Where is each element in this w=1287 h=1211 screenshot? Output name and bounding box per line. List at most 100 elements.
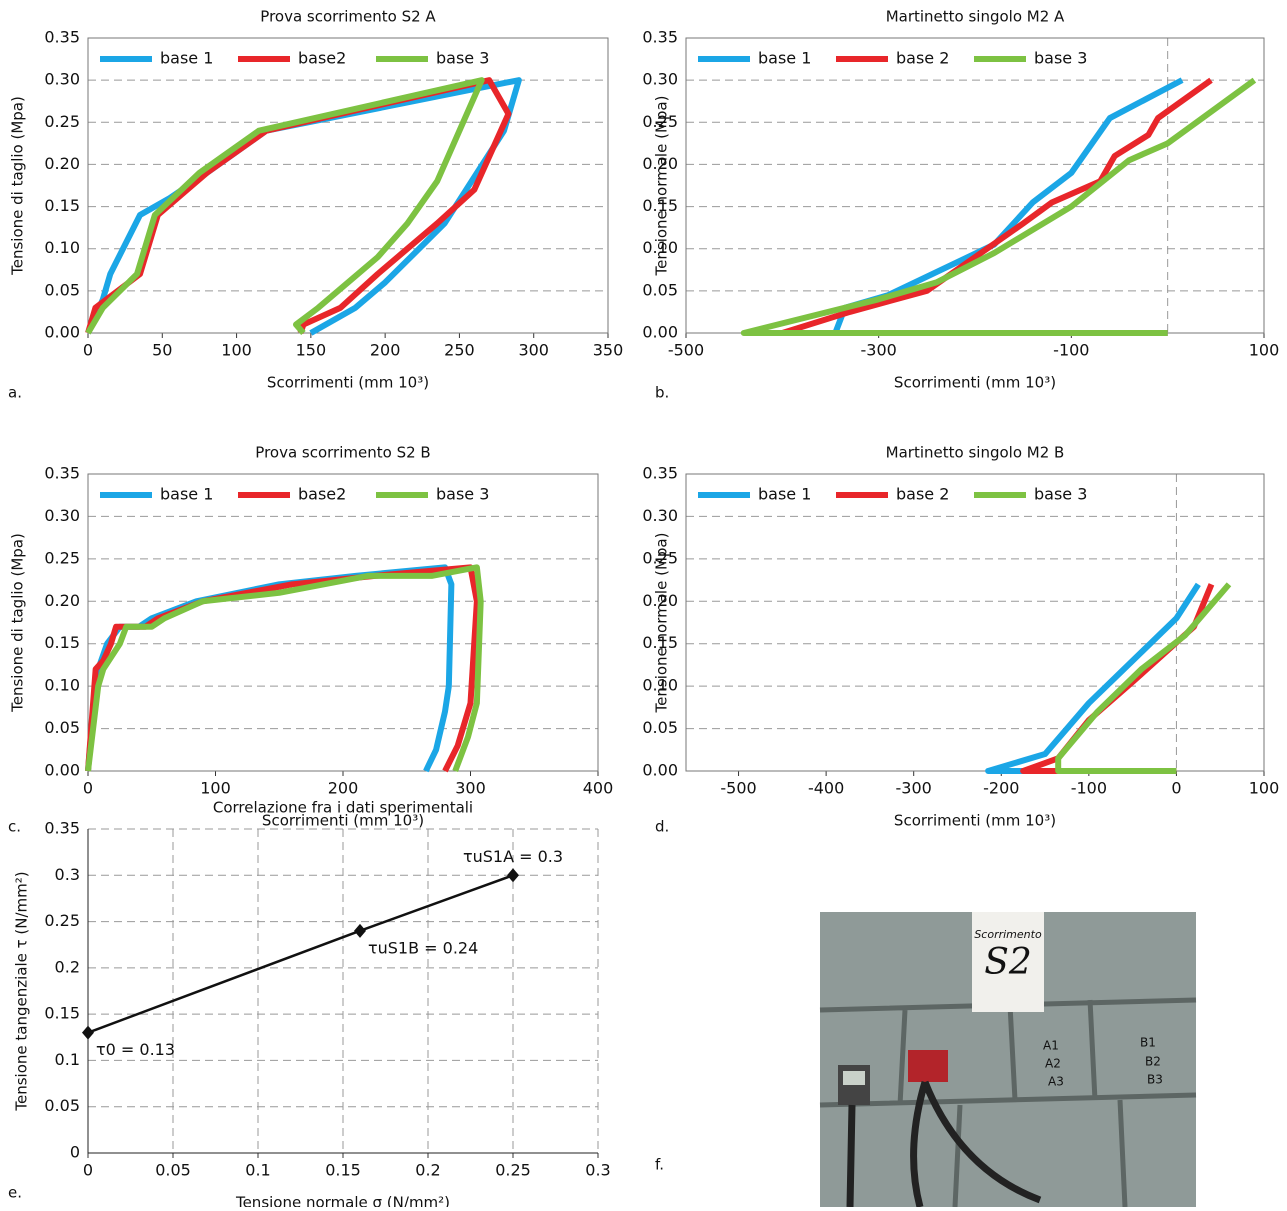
chart: Correlazione fra i dati sperimentali Tens…: [13, 799, 611, 1211]
x-tick-label: 150: [296, 341, 327, 360]
chart: Prova scorrimento S2 A Scorrimenti (mm 10…: [9, 8, 624, 392]
x-tick-label: -300: [896, 779, 932, 798]
photo-mark: A3: [1048, 1075, 1064, 1089]
y-axis-label: Tensione normale (Mpa): [653, 533, 671, 714]
photo: Scorrimento S2 A1 A2 A3 B1 B2 B3: [819, 912, 1197, 1208]
x-tick-label: -200: [983, 779, 1019, 798]
y-tick-label: 0.00: [642, 323, 678, 342]
x-axis-label: Scorrimenti (mm 10³): [894, 812, 1056, 830]
series-line: [740, 77, 1257, 336]
y-tick-label: 0.20: [642, 591, 678, 610]
series-line: [985, 582, 1201, 774]
x-tick-label: 0: [1171, 779, 1181, 798]
x-axis-label: Scorrimenti (mm 10³): [267, 374, 429, 392]
y-tick-label: 0.25: [44, 911, 80, 930]
plot-frame: [87, 37, 609, 334]
panel-label: e.: [8, 1184, 22, 1202]
legend-label: base2: [298, 485, 346, 504]
y-tick-label: 0.00: [44, 323, 80, 342]
legend-label: base 1: [758, 485, 811, 504]
photo-mark: A1: [1043, 1039, 1059, 1053]
sign-label: S2: [984, 942, 1032, 983]
panel-label: f.: [655, 1156, 664, 1174]
y-tick-label: 0.35: [44, 28, 80, 47]
panel-label: c.: [8, 818, 21, 836]
x-tick-label: 100: [1249, 341, 1280, 360]
photo-hoses: [846, 1080, 1042, 1208]
x-tick-label: -100: [1071, 779, 1107, 798]
data-label: τuS1B = 0.24: [368, 938, 478, 957]
chart: Martinetto singolo M2 B Scorrimenti (mm 1…: [642, 444, 1279, 830]
data-point: [354, 923, 366, 938]
y-tick-label: 0.10: [642, 676, 678, 695]
data-point: [507, 868, 519, 883]
x-tick-label: 0.15: [325, 1161, 361, 1180]
photo-jack: [908, 1050, 948, 1082]
data-label: τuS1A = 0.3: [463, 847, 563, 866]
y-tick-label: 0.20: [44, 591, 80, 610]
x-tick-label: 350: [593, 341, 624, 360]
photo-sign: [972, 912, 1044, 1012]
photo-gauge-screen: [843, 1071, 865, 1085]
legend-label: base 3: [1034, 49, 1087, 68]
y-tick-label: 0.00: [642, 761, 678, 780]
y-tick-label: 0.05: [642, 718, 678, 737]
x-tick-label: 400: [583, 779, 614, 798]
y-tick-label: 0.1: [55, 1050, 80, 1069]
chart-title: Martinetto singolo M2 B: [886, 444, 1065, 462]
data-label: τ0 = 0.13: [96, 1040, 175, 1059]
x-axis-label: Scorrimenti (mm 10³): [262, 812, 424, 830]
y-tick-label: 0.30: [44, 70, 80, 89]
x-tick-label: 0.1: [245, 1161, 270, 1180]
series-line: [85, 564, 455, 773]
x-tick-label: -500: [720, 779, 756, 798]
panel-label: d.: [655, 818, 669, 836]
x-tick-label: 300: [518, 341, 549, 360]
y-tick-label: 0.35: [642, 28, 678, 47]
x-tick-label: -100: [1053, 341, 1089, 360]
y-tick-label: 0.35: [44, 464, 80, 483]
y-axis-label: Tensione tangenziale τ (N/mm²): [13, 871, 31, 1111]
y-tick-label: 0.15: [44, 633, 80, 652]
series-line: [1055, 582, 1232, 774]
y-axis-label: Tensione di taglio (Mpa): [9, 533, 27, 713]
y-tick-label: 0.25: [44, 112, 80, 131]
y-tick-label: 0.00: [44, 761, 80, 780]
y-tick-label: 0.05: [44, 718, 80, 737]
chart-title: Prova scorrimento S2 A: [260, 8, 436, 26]
y-tick-label: 0.30: [642, 506, 678, 525]
plot-frame: [87, 473, 599, 772]
y-tick-label: 0.10: [44, 238, 80, 257]
y-tick-label: 0.15: [642, 633, 678, 652]
photo-mark: B1: [1140, 1036, 1156, 1050]
x-tick-label: 0.2: [415, 1161, 440, 1180]
y-tick-label: 0.10: [642, 238, 678, 257]
x-tick-label: 300: [455, 779, 486, 798]
panel-label: a.: [8, 384, 22, 402]
x-tick-label: 0: [83, 1161, 93, 1180]
legend-label: base 1: [758, 49, 811, 68]
y-tick-label: 0.30: [44, 506, 80, 525]
y-tick-label: 0.20: [642, 154, 678, 173]
y-tick-label: 0.05: [642, 280, 678, 299]
chart: Martinetto singolo M2 A Scorrimenti (mm 1…: [642, 8, 1279, 392]
x-axis-label: Scorrimenti (mm 10³): [894, 374, 1056, 392]
x-tick-label: -300: [861, 341, 897, 360]
y-tick-label: 0.25: [44, 548, 80, 567]
panel-label: b.: [655, 384, 669, 402]
x-tick-label: -500: [668, 341, 704, 360]
y-tick-label: 0.20: [44, 154, 80, 173]
y-tick-label: 0.35: [642, 464, 678, 483]
y-tick-label: 0.35: [44, 819, 80, 838]
sign-title: Scorrimento: [974, 928, 1042, 941]
y-tick-label: 0.10: [44, 676, 80, 695]
x-tick-label: 250: [444, 341, 475, 360]
y-tick-label: 0.30: [642, 70, 678, 89]
x-tick-label: 0.25: [495, 1161, 531, 1180]
legend-label: base 1: [160, 485, 213, 504]
y-tick-label: 0: [70, 1143, 80, 1162]
x-tick-label: 0: [83, 341, 93, 360]
y-tick-label: 0.25: [642, 112, 678, 131]
x-tick-label: 100: [200, 779, 231, 798]
